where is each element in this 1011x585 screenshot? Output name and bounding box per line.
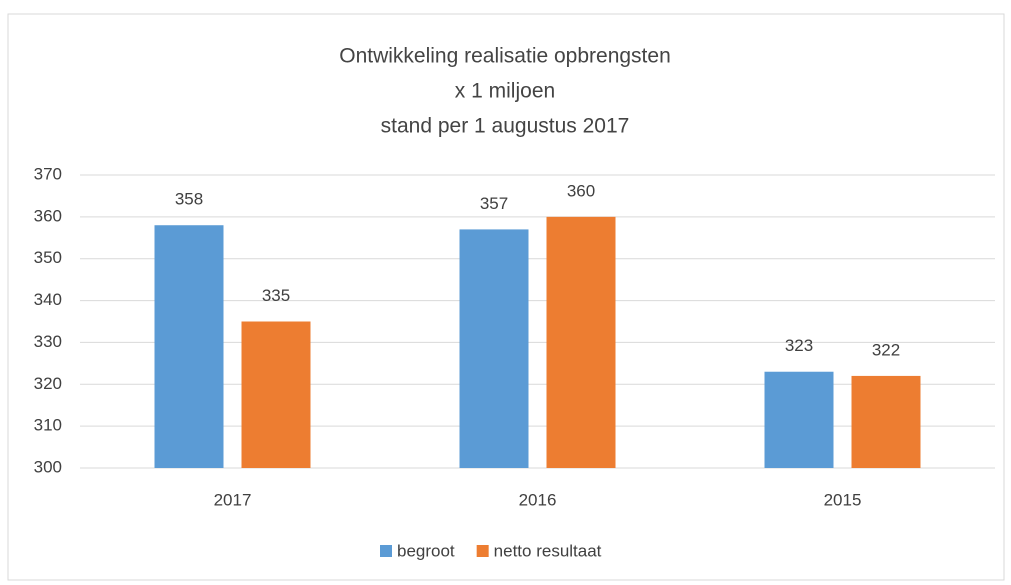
- x-tick-label: 2016: [519, 490, 557, 509]
- data-label: 360: [567, 181, 595, 200]
- legend-swatch: [476, 545, 489, 557]
- x-tick-label: 2017: [214, 490, 252, 509]
- data-label: 358: [175, 190, 203, 209]
- chart-title: stand per 1 augustus 2017: [381, 115, 630, 138]
- data-label: 357: [480, 194, 508, 213]
- legend-label: netto resultaat: [494, 541, 602, 560]
- y-tick-label: 340: [34, 290, 62, 309]
- y-tick-label: 360: [34, 206, 62, 225]
- y-tick-label: 370: [34, 164, 62, 183]
- x-tick-label: 2015: [824, 490, 862, 509]
- bar: [851, 375, 921, 468]
- y-tick-label: 300: [34, 457, 62, 476]
- legend-label: begroot: [397, 541, 455, 560]
- chart-title: Ontwikkeling realisatie opbrengsten: [339, 45, 671, 68]
- legend-swatch: [380, 545, 392, 557]
- chart-title: x 1 miljoen: [455, 80, 555, 103]
- bar: [764, 371, 834, 468]
- bar: [546, 216, 616, 468]
- bar: [154, 225, 224, 468]
- y-tick-label: 350: [34, 248, 62, 267]
- y-tick-label: 310: [34, 416, 62, 435]
- bar: [459, 229, 529, 468]
- data-label: 335: [262, 286, 290, 305]
- data-label: 323: [785, 336, 813, 355]
- data-label: 322: [872, 340, 900, 359]
- bar: [241, 321, 311, 468]
- y-tick-label: 330: [34, 332, 62, 351]
- y-tick-label: 320: [34, 374, 62, 393]
